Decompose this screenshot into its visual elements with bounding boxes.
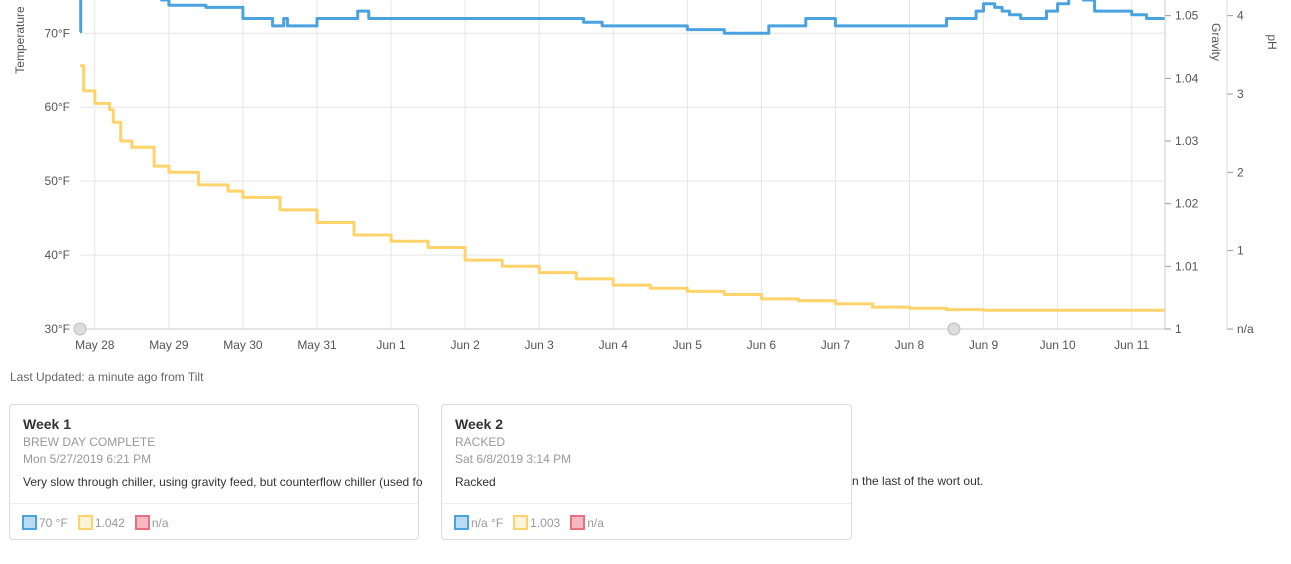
event-card-status: BREW DAY COMPLETE [23,435,156,449]
event-card-note: Racked [455,475,496,489]
gravity-value: 1.042 [94,515,125,530]
last-updated-text: Last Updated: a minute ago from Tilt [10,370,204,384]
x-tick-label: Jun 8 [895,338,925,352]
gravity-axis-title: Gravity [1209,23,1223,61]
temperature-swatch-icon [454,515,469,530]
event-card-note: Very slow through chiller, using gravity… [23,475,423,489]
temperature-stat: n/a °F [454,515,503,530]
y-left-tick-label: 30°F [45,322,70,336]
ph-swatch-icon [570,515,586,530]
ph-tick-label: 3 [1237,87,1244,101]
y-left-tick-label: 60°F [45,100,70,114]
x-tick-label: May 28 [75,338,115,352]
x-tick-label: Jun 5 [673,338,703,352]
chart-grid [80,0,1165,330]
gravity-tick-label: 1.02 [1175,197,1199,211]
y-left-tick-label: 50°F [45,174,70,188]
gravity-tick-label: 1 [1175,322,1182,336]
event-card-status: RACKED [455,435,506,449]
event-card-date: Sat 6/8/2019 3:14 PM [455,452,572,466]
y-left-tick-label: 70°F [45,26,70,40]
x-tick-label: Jun 1 [376,338,406,352]
gravity-tick-label: 1.01 [1175,259,1199,273]
event-card-footer: n/a °F 1.003 n/a [442,503,851,541]
temperature-value: 70 °F [39,515,68,530]
gravity-swatch-icon [513,515,529,530]
gravity-stat: 1.003 [513,515,560,530]
x-tick-label: Jun 9 [969,338,999,352]
fermentation-chart: May 28 May 29 May 30 May 31 Jun 1 Jun 2 Jun 3 J… [13,0,1279,352]
x-tick-label: May 31 [297,338,337,352]
x-tick-label: Jun 3 [525,338,555,352]
chart-axes: May 28 May 29 May 30 May 31 Jun 1 Jun 2 Jun 3 J… [13,0,1279,352]
event-marker [73,322,87,336]
ph-axis-title: pH [1265,34,1279,49]
event-card[interactable]: Week 1 BREW DAY COMPLETE Mon 5/27/2019 6… [9,404,423,541]
chart-markers [73,322,961,336]
gravity-value: 1.003 [530,515,561,530]
ph-stat: n/a [134,515,169,530]
x-tick-label: Jun 4 [599,338,629,352]
ph-stat: n/a [570,515,604,530]
y-left-tick-label: 40°F [45,248,70,262]
ph-tick-label: n/a [1237,322,1254,336]
temperature-swatch-icon [22,515,37,530]
x-tick-label: Jun 10 [1040,338,1076,352]
temperature-axis-title: Temperature [13,6,27,74]
x-tick-label: Jun 11 [1114,338,1149,352]
event-card-note-overflow: n the last of the wort out. [852,474,984,488]
temperature-value: n/a °F [471,515,504,530]
event-card-date: Mon 5/27/2019 6:21 PM [23,452,152,466]
chart-series [79,0,1165,312]
x-tick-label: Jun 6 [747,338,777,352]
gravity-series-line [80,64,1165,312]
event-card-footer: 70 °F 1.042 n/a [10,503,418,541]
temperature-stat: 70 °F [22,515,68,530]
event-marker [947,322,961,336]
x-tick-label: Jun 7 [821,338,851,352]
gravity-stat: 1.042 [77,515,125,530]
ph-tick-label: 2 [1237,165,1244,179]
event-card-title: Week 2 [455,416,503,432]
ph-tick-label: 1 [1237,244,1244,258]
x-tick-label: Jun 2 [450,338,480,352]
x-tick-label: May 30 [223,338,263,352]
event-card-title: Week 1 [23,416,71,432]
gravity-swatch-icon [77,515,93,530]
ph-value: n/a [587,515,604,530]
event-card[interactable]: Week 2 RACKED Sat 6/8/2019 3:14 PM Racke… [441,404,852,540]
ph-swatch-icon [134,515,150,530]
ph-value: n/a [151,515,169,530]
x-tick-label: May 29 [149,338,189,352]
ph-tick-label: 4 [1237,9,1244,23]
gravity-tick-label: 1.04 [1175,71,1199,85]
gravity-tick-label: 1.03 [1175,134,1199,148]
gravity-tick-label: 1.05 [1175,9,1199,23]
temperature-series-line [79,0,1165,35]
